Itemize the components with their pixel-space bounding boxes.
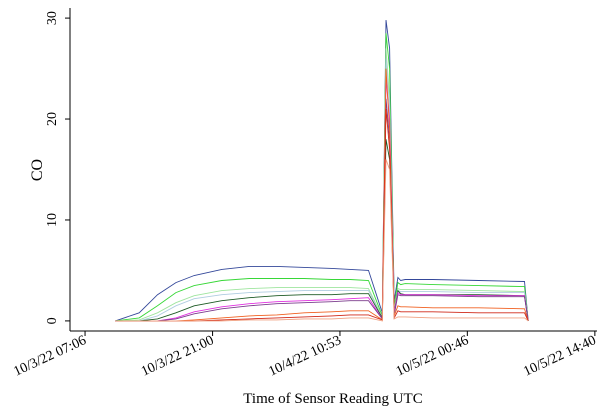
series-line [115,139,529,322]
x-axis-label: Time of Sensor Reading UTC [243,391,422,407]
series-line [115,68,529,322]
x-tick-label: 10/5/22 14:40 [521,333,597,380]
series-line [115,78,529,322]
series-line [115,108,529,322]
y-tick-label: 10 [45,213,60,227]
y-tick-label: 20 [45,112,60,126]
x-tick-label: 10/3/22 07:06 [12,333,89,380]
series-line [115,20,529,322]
y-tick-label: 0 [45,317,60,324]
y-tick-label: 30 [45,11,60,25]
series-line [115,98,529,322]
series-line [115,48,529,322]
series-line [115,159,529,322]
series-line [115,58,529,322]
x-tick-label: 10/3/22 21:00 [139,333,216,380]
series-line [115,33,529,322]
x-tick-label: 10/4/22 10:53 [266,333,343,380]
x-tick-label: 10/5/22 00:46 [394,333,471,380]
y-axis-label: CO [29,159,46,181]
